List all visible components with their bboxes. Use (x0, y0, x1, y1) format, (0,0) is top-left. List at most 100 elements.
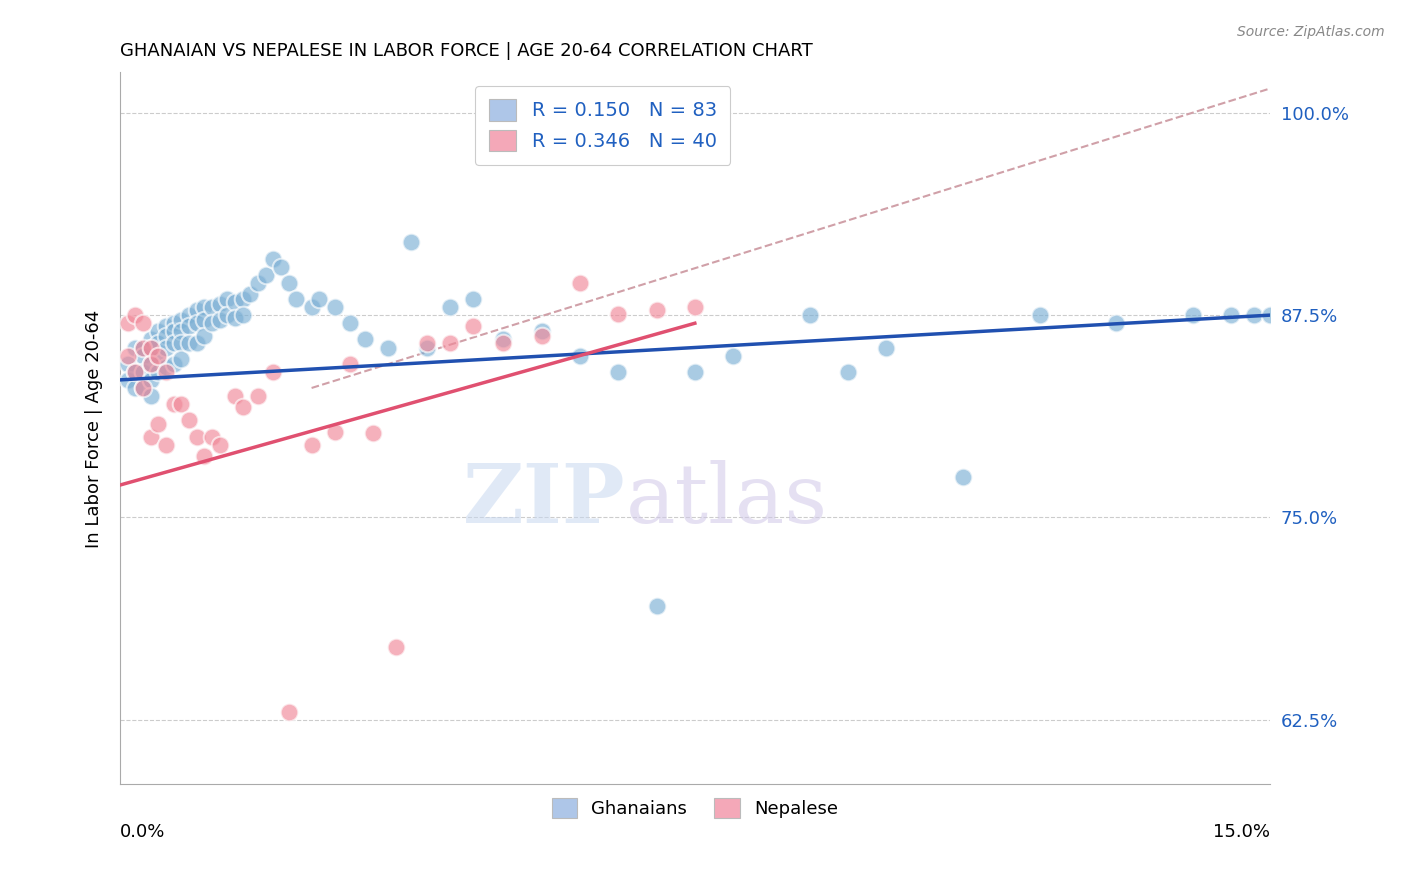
Point (177, 335, 200, 350)
Point (301, 437, 323, 451)
Point (232, 292, 254, 306)
Point (645, 599, 668, 614)
Point (170, 397, 193, 411)
Point (683, 300, 706, 314)
Point (155, 319, 177, 334)
Point (139, 357, 162, 371)
Point (683, 365, 706, 379)
Point (377, 341, 399, 355)
Point (170, 313, 193, 327)
Point (139, 429, 162, 443)
Point (492, 335, 515, 350)
Point (224, 389, 246, 403)
Point (132, 381, 155, 395)
Point (124, 308, 146, 322)
Point (148, 417, 170, 431)
Point (232, 308, 254, 322)
Point (254, 268, 277, 282)
Point (799, 308, 821, 322)
Text: atlas: atlas (626, 459, 828, 540)
Point (568, 349, 591, 363)
Point (148, 324, 170, 338)
Point (186, 429, 208, 443)
Point (354, 333, 377, 347)
Point (170, 324, 193, 338)
Point (170, 351, 193, 366)
Point (439, 335, 461, 350)
Point (246, 276, 269, 290)
Point (170, 335, 193, 350)
Point (262, 252, 284, 266)
Point (124, 381, 146, 395)
Point (645, 303, 668, 318)
Point (323, 425, 346, 439)
Legend: Ghanaians, Nepalese: Ghanaians, Nepalese (544, 791, 845, 825)
Point (323, 300, 346, 314)
Point (239, 287, 262, 301)
Point (399, 235, 422, 250)
Point (162, 397, 184, 411)
Point (132, 365, 155, 379)
Text: 0.0%: 0.0% (120, 823, 166, 841)
Point (132, 341, 155, 355)
Point (721, 349, 744, 363)
Point (148, 349, 170, 363)
Text: Source: ZipAtlas.com: Source: ZipAtlas.com (1237, 25, 1385, 39)
Point (155, 329, 177, 343)
Point (277, 705, 299, 719)
Point (148, 365, 170, 379)
Point (232, 401, 254, 415)
Point (952, 470, 974, 484)
Point (177, 413, 200, 427)
Point (139, 333, 162, 347)
Text: GHANAIAN VS NEPALESE IN LABOR FORCE | AGE 20-64 CORRELATION CHART: GHANAIAN VS NEPALESE IN LABOR FORCE | AG… (120, 42, 813, 60)
Point (492, 333, 515, 347)
Point (339, 316, 361, 330)
Point (385, 640, 408, 654)
Point (155, 359, 177, 374)
Point (568, 276, 591, 290)
Point (208, 437, 231, 451)
Point (339, 357, 361, 371)
Point (246, 389, 269, 403)
Point (186, 316, 208, 330)
Text: ZIP: ZIP (463, 459, 626, 540)
Point (461, 292, 484, 306)
Point (208, 297, 231, 311)
Point (1029, 308, 1052, 322)
Point (530, 324, 553, 338)
Point (162, 357, 184, 371)
Point (155, 365, 177, 379)
Point (162, 335, 184, 350)
Point (224, 295, 246, 310)
Point (139, 357, 162, 371)
Point (208, 313, 231, 327)
Point (132, 341, 155, 355)
Point (193, 329, 215, 343)
Point (177, 308, 200, 322)
Text: 15.0%: 15.0% (1213, 823, 1270, 841)
Point (201, 316, 224, 330)
Point (148, 349, 170, 363)
Point (162, 324, 184, 338)
Point (415, 341, 437, 355)
Point (301, 300, 323, 314)
Point (1182, 308, 1205, 322)
Point (224, 311, 246, 326)
Point (139, 341, 162, 355)
Point (124, 341, 146, 355)
Point (117, 357, 139, 371)
Point (193, 313, 215, 327)
Point (124, 365, 146, 379)
Point (139, 341, 162, 355)
Point (217, 308, 239, 322)
Point (607, 365, 630, 379)
Point (1220, 308, 1243, 322)
Point (155, 341, 177, 355)
Point (285, 292, 308, 306)
Point (162, 316, 184, 330)
Point (1243, 308, 1265, 322)
Point (117, 316, 139, 330)
Point (117, 373, 139, 387)
Point (875, 341, 897, 355)
